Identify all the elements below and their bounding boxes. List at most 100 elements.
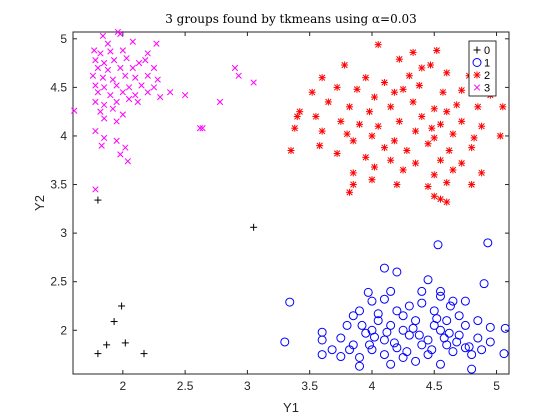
data-point-group-3 <box>231 64 239 72</box>
data-point-group-3 <box>100 134 108 142</box>
data-point-group-1 <box>280 337 290 347</box>
data-point-group-1 <box>417 298 427 308</box>
data-point-group-0 <box>140 350 148 358</box>
data-point-group-1 <box>464 342 474 352</box>
data-point-group-3 <box>125 95 133 103</box>
data-point-group-1 <box>444 328 454 338</box>
x-axis-label: Y1 <box>283 400 299 415</box>
data-point-group-2 <box>380 144 388 152</box>
data-point-group-1 <box>467 364 477 374</box>
data-point-group-1 <box>386 286 396 296</box>
data-point-group-3 <box>113 118 120 125</box>
data-point-group-1 <box>348 311 358 321</box>
legend-label-2: 2 <box>484 70 490 82</box>
y-tick-label: 3 <box>60 226 67 240</box>
data-point-group-3 <box>104 40 112 47</box>
data-point-group-1 <box>417 286 427 296</box>
data-point-group-1 <box>379 350 389 360</box>
data-point-group-2 <box>409 48 417 56</box>
chart-title: 3 groups found by tkmeans using α=0.03 <box>165 12 417 26</box>
data-point-group-1 <box>402 347 412 357</box>
data-point-group-2 <box>424 140 432 148</box>
data-point-group-1 <box>483 238 493 248</box>
data-point-group-3 <box>99 74 107 81</box>
x-tick-label: 3 <box>244 379 251 393</box>
data-point-group-1 <box>382 327 392 337</box>
data-point-group-1 <box>433 240 443 250</box>
data-point-group-2 <box>370 163 378 171</box>
data-point-group-2 <box>405 72 413 80</box>
data-point-group-3 <box>144 89 151 96</box>
data-point-group-2 <box>427 61 435 69</box>
data-point-group-2 <box>458 86 466 94</box>
data-point-group-2 <box>470 134 478 142</box>
data-point-group-2 <box>478 169 486 177</box>
data-point-group-3 <box>100 59 108 67</box>
data-point-group-3 <box>119 47 126 54</box>
data-point-group-2 <box>399 166 407 174</box>
y-axis-label: Y2 <box>32 195 47 211</box>
data-point-group-1 <box>355 361 365 371</box>
data-point-group-2 <box>374 41 382 49</box>
legend-marker-1 <box>472 58 482 67</box>
data-point-group-2 <box>436 120 444 128</box>
data-point-group-0 <box>94 196 102 204</box>
data-point-group-2 <box>341 61 349 69</box>
y-tick-label: 5 <box>60 32 67 46</box>
data-point-group-2 <box>436 156 444 164</box>
data-point-group-1 <box>327 345 337 355</box>
data-point-group-3 <box>153 40 160 47</box>
data-point-group-1 <box>355 306 365 316</box>
data-point-group-2 <box>370 93 378 101</box>
data-point-group-3 <box>100 101 108 109</box>
data-point-group-2 <box>324 98 332 106</box>
data-point-group-2 <box>499 103 507 111</box>
data-point-group-3 <box>113 82 120 89</box>
axes-box <box>72 31 510 375</box>
x-tick-label: 5 <box>493 379 500 393</box>
data-point-group-1 <box>460 343 470 353</box>
data-point-group-3 <box>150 84 158 91</box>
data-point-group-2 <box>349 137 357 145</box>
data-point-group-3 <box>104 66 112 74</box>
data-point-group-1 <box>485 337 495 347</box>
data-point-group-1 <box>448 347 458 357</box>
data-point-group-3 <box>89 72 97 79</box>
x-tick-label: 2.5 <box>177 379 194 393</box>
data-point-group-3 <box>107 91 114 99</box>
data-point-group-1 <box>429 306 439 316</box>
data-point-group-3 <box>109 105 117 112</box>
data-point-group-1 <box>445 301 455 311</box>
data-point-group-1 <box>361 328 371 338</box>
data-point-group-3 <box>100 115 108 122</box>
data-point-group-3 <box>94 89 102 96</box>
data-point-group-2 <box>433 46 441 54</box>
data-point-group-2 <box>296 108 304 116</box>
data-point-group-3 <box>119 111 126 118</box>
data-point-group-1 <box>345 345 355 355</box>
data-point-group-2 <box>387 156 395 164</box>
data-point-group-2 <box>362 153 370 161</box>
data-point-group-1 <box>389 338 399 348</box>
data-point-group-3 <box>124 158 131 165</box>
data-point-group-2 <box>418 64 426 72</box>
data-point-group-2 <box>343 130 351 138</box>
data-point-group-3 <box>117 151 124 158</box>
data-point-group-2 <box>428 124 436 132</box>
data-point-group-1 <box>448 296 458 306</box>
data-point-group-2 <box>439 88 447 96</box>
data-point-group-2 <box>374 122 382 130</box>
data-point-group-3 <box>97 50 104 57</box>
data-point-group-2 <box>390 137 398 145</box>
data-point-group-2 <box>443 108 451 116</box>
data-point-group-3 <box>250 79 257 86</box>
data-point-group-2 <box>430 171 438 179</box>
data-point-group-1 <box>404 301 414 311</box>
data-point-group-3 <box>132 91 139 99</box>
legend-label-1: 1 <box>484 58 490 70</box>
data-point-group-2 <box>474 103 482 111</box>
data-point-group-2 <box>468 181 476 189</box>
